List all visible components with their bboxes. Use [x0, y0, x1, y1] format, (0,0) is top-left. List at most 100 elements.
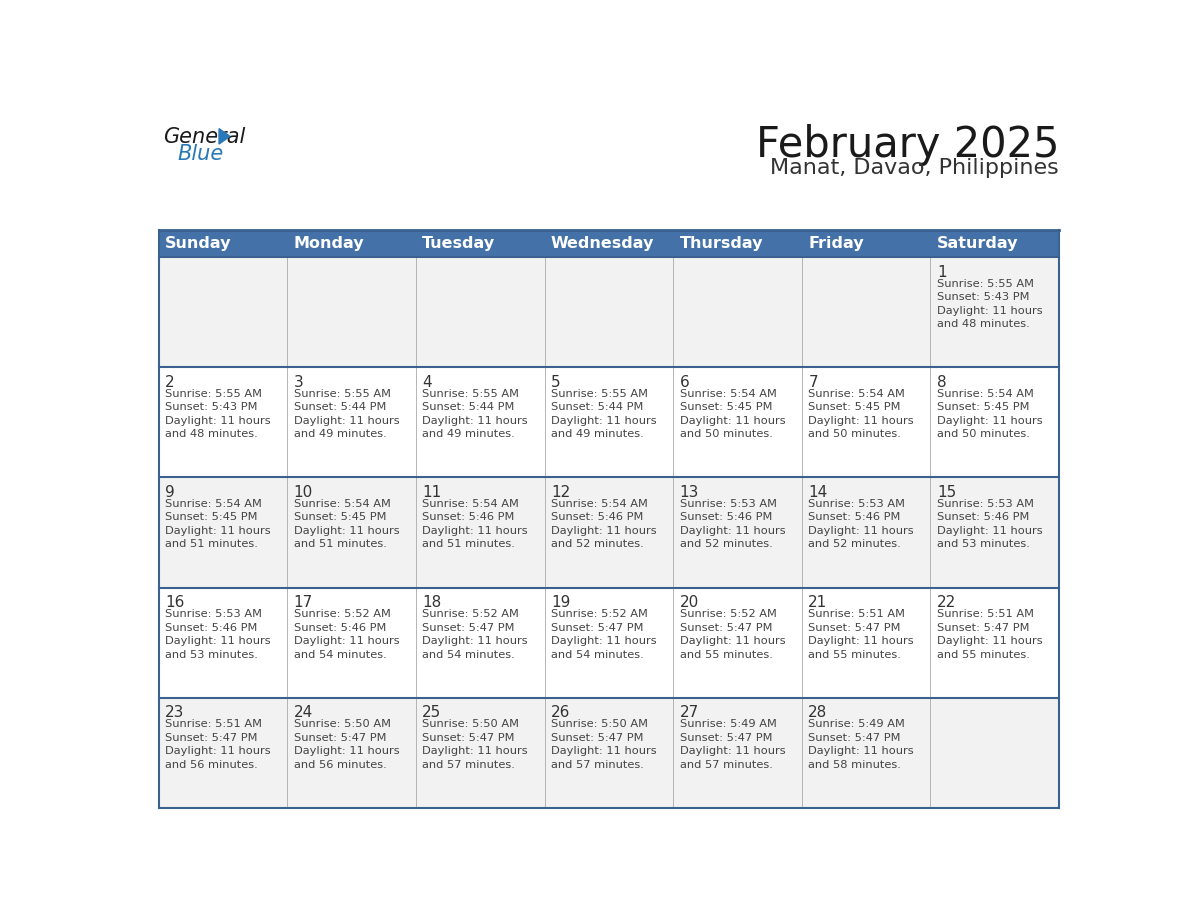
Text: Thursday: Thursday	[680, 236, 763, 251]
Text: Sunrise: 5:51 AM: Sunrise: 5:51 AM	[937, 610, 1034, 619]
Text: Sunset: 5:47 PM: Sunset: 5:47 PM	[293, 733, 386, 743]
Text: Sunrise: 5:51 AM: Sunrise: 5:51 AM	[165, 719, 263, 729]
Text: Sunset: 5:47 PM: Sunset: 5:47 PM	[680, 622, 772, 633]
Text: Sunset: 5:44 PM: Sunset: 5:44 PM	[551, 402, 644, 412]
Bar	[158, 230, 287, 257]
Text: and 56 minutes.: and 56 minutes.	[165, 760, 258, 769]
Text: Daylight: 11 hours: Daylight: 11 hours	[680, 526, 785, 536]
Text: 27: 27	[680, 705, 699, 721]
Text: and 49 minutes.: and 49 minutes.	[293, 430, 386, 440]
Text: Daylight: 11 hours: Daylight: 11 hours	[293, 636, 399, 646]
Text: Sunset: 5:46 PM: Sunset: 5:46 PM	[937, 512, 1029, 522]
Text: and 52 minutes.: and 52 minutes.	[680, 540, 772, 550]
Bar	[544, 230, 674, 257]
Text: Sunset: 5:43 PM: Sunset: 5:43 PM	[937, 292, 1030, 302]
Text: 12: 12	[551, 485, 570, 500]
Text: February 2025: February 2025	[756, 124, 1060, 166]
Text: Sunrise: 5:52 AM: Sunrise: 5:52 AM	[293, 610, 391, 619]
Text: and 50 minutes.: and 50 minutes.	[680, 430, 772, 440]
Text: Monday: Monday	[293, 236, 365, 251]
Text: Daylight: 11 hours: Daylight: 11 hours	[293, 526, 399, 536]
Text: 23: 23	[165, 705, 184, 721]
Text: Sunset: 5:47 PM: Sunset: 5:47 PM	[808, 733, 901, 743]
Text: Daylight: 11 hours: Daylight: 11 hours	[808, 636, 914, 646]
Text: Daylight: 11 hours: Daylight: 11 hours	[680, 636, 785, 646]
Text: Daylight: 11 hours: Daylight: 11 hours	[422, 636, 527, 646]
Text: Daylight: 11 hours: Daylight: 11 hours	[551, 636, 657, 646]
Text: and 54 minutes.: and 54 minutes.	[551, 650, 644, 659]
Text: Sunday: Sunday	[165, 236, 232, 251]
Text: 2: 2	[165, 375, 175, 390]
Text: 1: 1	[937, 265, 947, 280]
Text: Tuesday: Tuesday	[422, 236, 495, 251]
Text: Sunset: 5:47 PM: Sunset: 5:47 PM	[680, 733, 772, 743]
Bar	[158, 257, 1060, 367]
Text: Sunset: 5:45 PM: Sunset: 5:45 PM	[937, 402, 1030, 412]
Text: Sunset: 5:46 PM: Sunset: 5:46 PM	[808, 512, 901, 522]
Text: Daylight: 11 hours: Daylight: 11 hours	[937, 416, 1043, 426]
Text: Sunrise: 5:52 AM: Sunrise: 5:52 AM	[680, 610, 777, 619]
Text: 26: 26	[551, 705, 570, 721]
Text: and 55 minutes.: and 55 minutes.	[808, 650, 902, 659]
Text: Daylight: 11 hours: Daylight: 11 hours	[937, 636, 1043, 646]
Text: Sunrise: 5:55 AM: Sunrise: 5:55 AM	[165, 389, 263, 399]
Text: 10: 10	[293, 485, 312, 500]
Text: and 53 minutes.: and 53 minutes.	[937, 540, 1030, 550]
Text: Sunset: 5:44 PM: Sunset: 5:44 PM	[293, 402, 386, 412]
Text: Sunset: 5:46 PM: Sunset: 5:46 PM	[551, 512, 644, 522]
Text: Daylight: 11 hours: Daylight: 11 hours	[165, 416, 271, 426]
Text: Daylight: 11 hours: Daylight: 11 hours	[551, 526, 657, 536]
Text: Blue: Blue	[177, 144, 223, 164]
Text: and 58 minutes.: and 58 minutes.	[808, 760, 902, 769]
Text: Daylight: 11 hours: Daylight: 11 hours	[551, 746, 657, 756]
Text: and 50 minutes.: and 50 minutes.	[808, 430, 902, 440]
Text: Sunset: 5:46 PM: Sunset: 5:46 PM	[422, 512, 514, 522]
Text: 17: 17	[293, 595, 312, 610]
Text: Sunset: 5:47 PM: Sunset: 5:47 PM	[422, 622, 514, 633]
Text: 13: 13	[680, 485, 699, 500]
Text: General: General	[163, 127, 246, 147]
Text: Saturday: Saturday	[937, 236, 1018, 251]
Text: Sunset: 5:47 PM: Sunset: 5:47 PM	[165, 733, 258, 743]
Text: Sunrise: 5:54 AM: Sunrise: 5:54 AM	[293, 499, 391, 509]
Text: Sunrise: 5:52 AM: Sunrise: 5:52 AM	[422, 610, 519, 619]
Text: Daylight: 11 hours: Daylight: 11 hours	[293, 416, 399, 426]
Text: 22: 22	[937, 595, 956, 610]
Text: Daylight: 11 hours: Daylight: 11 hours	[165, 526, 271, 536]
Text: and 57 minutes.: and 57 minutes.	[422, 760, 516, 769]
Text: Daylight: 11 hours: Daylight: 11 hours	[293, 746, 399, 756]
Text: 9: 9	[165, 485, 175, 500]
Text: Manat, Davao, Philippines: Manat, Davao, Philippines	[770, 158, 1060, 178]
Text: Sunset: 5:45 PM: Sunset: 5:45 PM	[680, 402, 772, 412]
Text: Daylight: 11 hours: Daylight: 11 hours	[808, 526, 914, 536]
Text: 21: 21	[808, 595, 828, 610]
Bar	[416, 230, 544, 257]
Text: Daylight: 11 hours: Daylight: 11 hours	[808, 746, 914, 756]
Text: Sunset: 5:47 PM: Sunset: 5:47 PM	[551, 733, 644, 743]
Text: 25: 25	[422, 705, 442, 721]
Text: 4: 4	[422, 375, 432, 390]
Text: and 52 minutes.: and 52 minutes.	[551, 540, 644, 550]
Text: Sunset: 5:44 PM: Sunset: 5:44 PM	[422, 402, 514, 412]
Text: and 52 minutes.: and 52 minutes.	[808, 540, 901, 550]
Text: Sunrise: 5:49 AM: Sunrise: 5:49 AM	[680, 719, 777, 729]
Text: Daylight: 11 hours: Daylight: 11 hours	[422, 416, 527, 426]
Text: Sunset: 5:47 PM: Sunset: 5:47 PM	[937, 622, 1030, 633]
Text: Sunset: 5:45 PM: Sunset: 5:45 PM	[293, 512, 386, 522]
Text: Sunrise: 5:54 AM: Sunrise: 5:54 AM	[937, 389, 1034, 399]
Text: Sunset: 5:45 PM: Sunset: 5:45 PM	[808, 402, 901, 412]
Text: and 57 minutes.: and 57 minutes.	[551, 760, 644, 769]
Text: Sunset: 5:46 PM: Sunset: 5:46 PM	[165, 622, 258, 633]
Text: Sunrise: 5:51 AM: Sunrise: 5:51 AM	[808, 610, 905, 619]
Text: and 56 minutes.: and 56 minutes.	[293, 760, 386, 769]
Text: 24: 24	[293, 705, 312, 721]
Text: Sunrise: 5:55 AM: Sunrise: 5:55 AM	[293, 389, 391, 399]
Text: and 48 minutes.: and 48 minutes.	[165, 430, 258, 440]
Bar	[158, 367, 1060, 477]
Text: Sunrise: 5:54 AM: Sunrise: 5:54 AM	[165, 499, 261, 509]
Text: Daylight: 11 hours: Daylight: 11 hours	[165, 746, 271, 756]
Text: Sunset: 5:46 PM: Sunset: 5:46 PM	[293, 622, 386, 633]
Text: Sunrise: 5:55 AM: Sunrise: 5:55 AM	[422, 389, 519, 399]
Text: Sunrise: 5:55 AM: Sunrise: 5:55 AM	[937, 279, 1034, 289]
Text: Daylight: 11 hours: Daylight: 11 hours	[165, 636, 271, 646]
